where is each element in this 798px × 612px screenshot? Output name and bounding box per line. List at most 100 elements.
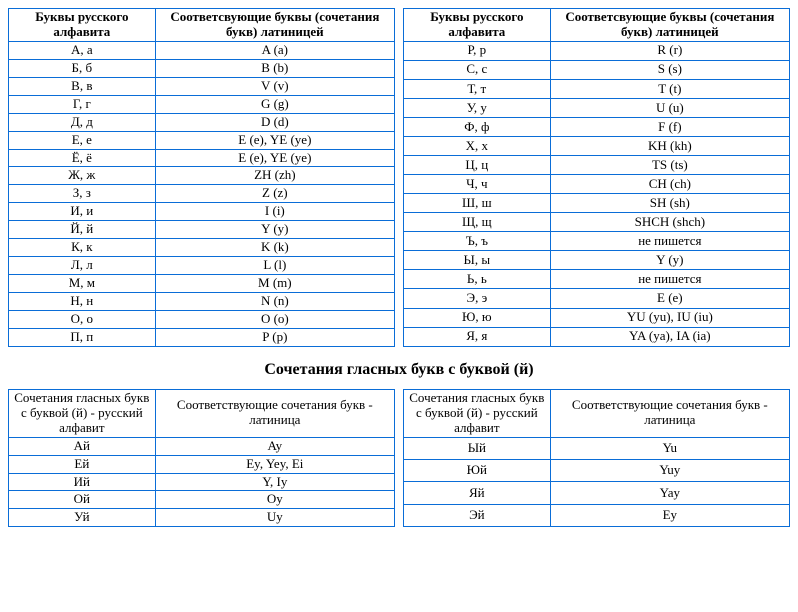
cell-latin: Yuy	[550, 460, 789, 482]
cell-ru: Ъ, ъ	[404, 232, 551, 251]
table-row: Й, йY (y)	[9, 221, 395, 239]
table-header-row: Сочетания гласных букв с буквой (й) - ру…	[9, 389, 395, 437]
cell-ru: Ж, ж	[9, 167, 156, 185]
table-row: Я, яYA (ya), IA (ia)	[404, 327, 790, 346]
table-row: И, иI (i)	[9, 203, 395, 221]
cell-latin: Ey	[550, 504, 789, 526]
cell-latin: K (k)	[155, 239, 394, 257]
cell-ru: Ш, ш	[404, 194, 551, 213]
cell-ru: Ф, ф	[404, 118, 551, 137]
cell-ru: Г, г	[9, 95, 156, 113]
cell-latin: Yay	[550, 482, 789, 504]
col-header-ru: Буквы русского алфавита	[9, 9, 156, 42]
cell-latin: не пишется	[550, 232, 789, 251]
table-header-row: Буквы русского алфавита Соответсвующие б…	[404, 9, 790, 42]
cell-ru: Юй	[404, 460, 551, 482]
table-row: Ц, цTS (ts)	[404, 156, 790, 175]
cell-ru: Ч, ч	[404, 175, 551, 194]
table-row: О, оO (o)	[9, 310, 395, 328]
cell-latin: не пишется	[550, 270, 789, 289]
cell-latin: S (s)	[550, 60, 789, 79]
cell-latin: Z (z)	[155, 185, 394, 203]
table-row: П, пP (p)	[9, 328, 395, 346]
col-header-latin: Соответствующие сочетания букв - латиниц…	[550, 389, 789, 437]
cell-ru: Я, я	[404, 327, 551, 346]
cell-latin: E (e), YE (ye)	[155, 131, 394, 149]
cell-latin: ZH (zh)	[155, 167, 394, 185]
cell-ru: К, к	[9, 239, 156, 257]
table-row: Д, дD (d)	[9, 113, 395, 131]
cell-latin: Ey, Yey, Ei	[155, 455, 394, 473]
cell-ru: Э, э	[404, 289, 551, 308]
table-row: Т, тT (t)	[404, 79, 790, 98]
cell-ru: Н, н	[9, 293, 156, 311]
cell-latin: A (a)	[155, 41, 394, 59]
cell-latin: SHCH (shch)	[550, 213, 789, 232]
table-row: Б, бB (b)	[9, 59, 395, 77]
table-row: ЕйEy, Yey, Ei	[9, 455, 395, 473]
cell-ru: А, а	[9, 41, 156, 59]
cell-latin: Y (y)	[550, 251, 789, 270]
table-row: З, зZ (z)	[9, 185, 395, 203]
cell-ru: М, м	[9, 275, 156, 293]
col-header-ru: Сочетания гласных букв с буквой (й) - ру…	[9, 389, 156, 437]
cell-ru: Уй	[9, 509, 156, 527]
table-row: УйUy	[9, 509, 395, 527]
table-row: А, аA (a)	[9, 41, 395, 59]
cell-ru: Б, б	[9, 59, 156, 77]
cell-latin: Yu	[550, 437, 789, 459]
table-row: Щ, щSHCH (shch)	[404, 213, 790, 232]
table-row: У, уU (u)	[404, 99, 790, 118]
cell-latin: KH (kh)	[550, 137, 789, 156]
cell-ru: Щ, щ	[404, 213, 551, 232]
cell-ru: Ай	[9, 437, 156, 455]
cell-latin: Oy	[155, 491, 394, 509]
table-row: АйAy	[9, 437, 395, 455]
cell-latin: U (u)	[550, 99, 789, 118]
cell-ru: У, у	[404, 99, 551, 118]
cell-latin: M (m)	[155, 275, 394, 293]
cell-latin: O (o)	[155, 310, 394, 328]
table-row: ОйOy	[9, 491, 395, 509]
cell-latin: SH (sh)	[550, 194, 789, 213]
alphabet-table-right: Буквы русского алфавита Соответсвующие б…	[403, 8, 790, 347]
alphabet-tables-row: Буквы русского алфавита Соответсвующие б…	[8, 8, 790, 347]
cell-ru: Л, л	[9, 257, 156, 275]
cell-latin: B (b)	[155, 59, 394, 77]
table-row: К, кK (k)	[9, 239, 395, 257]
cell-latin: Ay	[155, 437, 394, 455]
cell-ru: Яй	[404, 482, 551, 504]
cell-ru: Р, р	[404, 41, 551, 60]
table-row: Ь, ьне пишется	[404, 270, 790, 289]
cell-latin: YA (ya), IA (ia)	[550, 327, 789, 346]
table-row: М, мM (m)	[9, 275, 395, 293]
table-row: Л, лL (l)	[9, 257, 395, 275]
cell-latin: R (r)	[550, 41, 789, 60]
table-row: Н, нN (n)	[9, 293, 395, 311]
cell-latin: I (i)	[155, 203, 394, 221]
cell-latin: CH (ch)	[550, 175, 789, 194]
cell-latin: Y, Iy	[155, 473, 394, 491]
table-header-row: Буквы русского алфавита Соответсвующие б…	[9, 9, 395, 42]
table-row: Э, эE (e)	[404, 289, 790, 308]
cell-latin: N (n)	[155, 293, 394, 311]
table-row: ЯйYay	[404, 482, 790, 504]
cell-ru: Ю, ю	[404, 308, 551, 327]
cell-latin: G (g)	[155, 95, 394, 113]
cell-latin: E (e), YE (ye)	[155, 149, 394, 167]
cell-ru: И, и	[9, 203, 156, 221]
vowel-y-table-left: Сочетания гласных букв с буквой (й) - ру…	[8, 389, 395, 528]
table-row: Р, рR (r)	[404, 41, 790, 60]
cell-ru: Ы, ы	[404, 251, 551, 270]
cell-ru: О, о	[9, 310, 156, 328]
cell-ru: Эй	[404, 504, 551, 526]
cell-latin: V (v)	[155, 77, 394, 95]
table-row: С, сS (s)	[404, 60, 790, 79]
cell-latin: L (l)	[155, 257, 394, 275]
col-header-latin: Соответсвующие буквы (сочетания букв) ла…	[155, 9, 394, 42]
cell-latin: P (p)	[155, 328, 394, 346]
table-row: Ф, фF (f)	[404, 118, 790, 137]
cell-ru: Е, е	[9, 131, 156, 149]
cell-ru: Т, т	[404, 79, 551, 98]
col-header-ru: Буквы русского алфавита	[404, 9, 551, 42]
